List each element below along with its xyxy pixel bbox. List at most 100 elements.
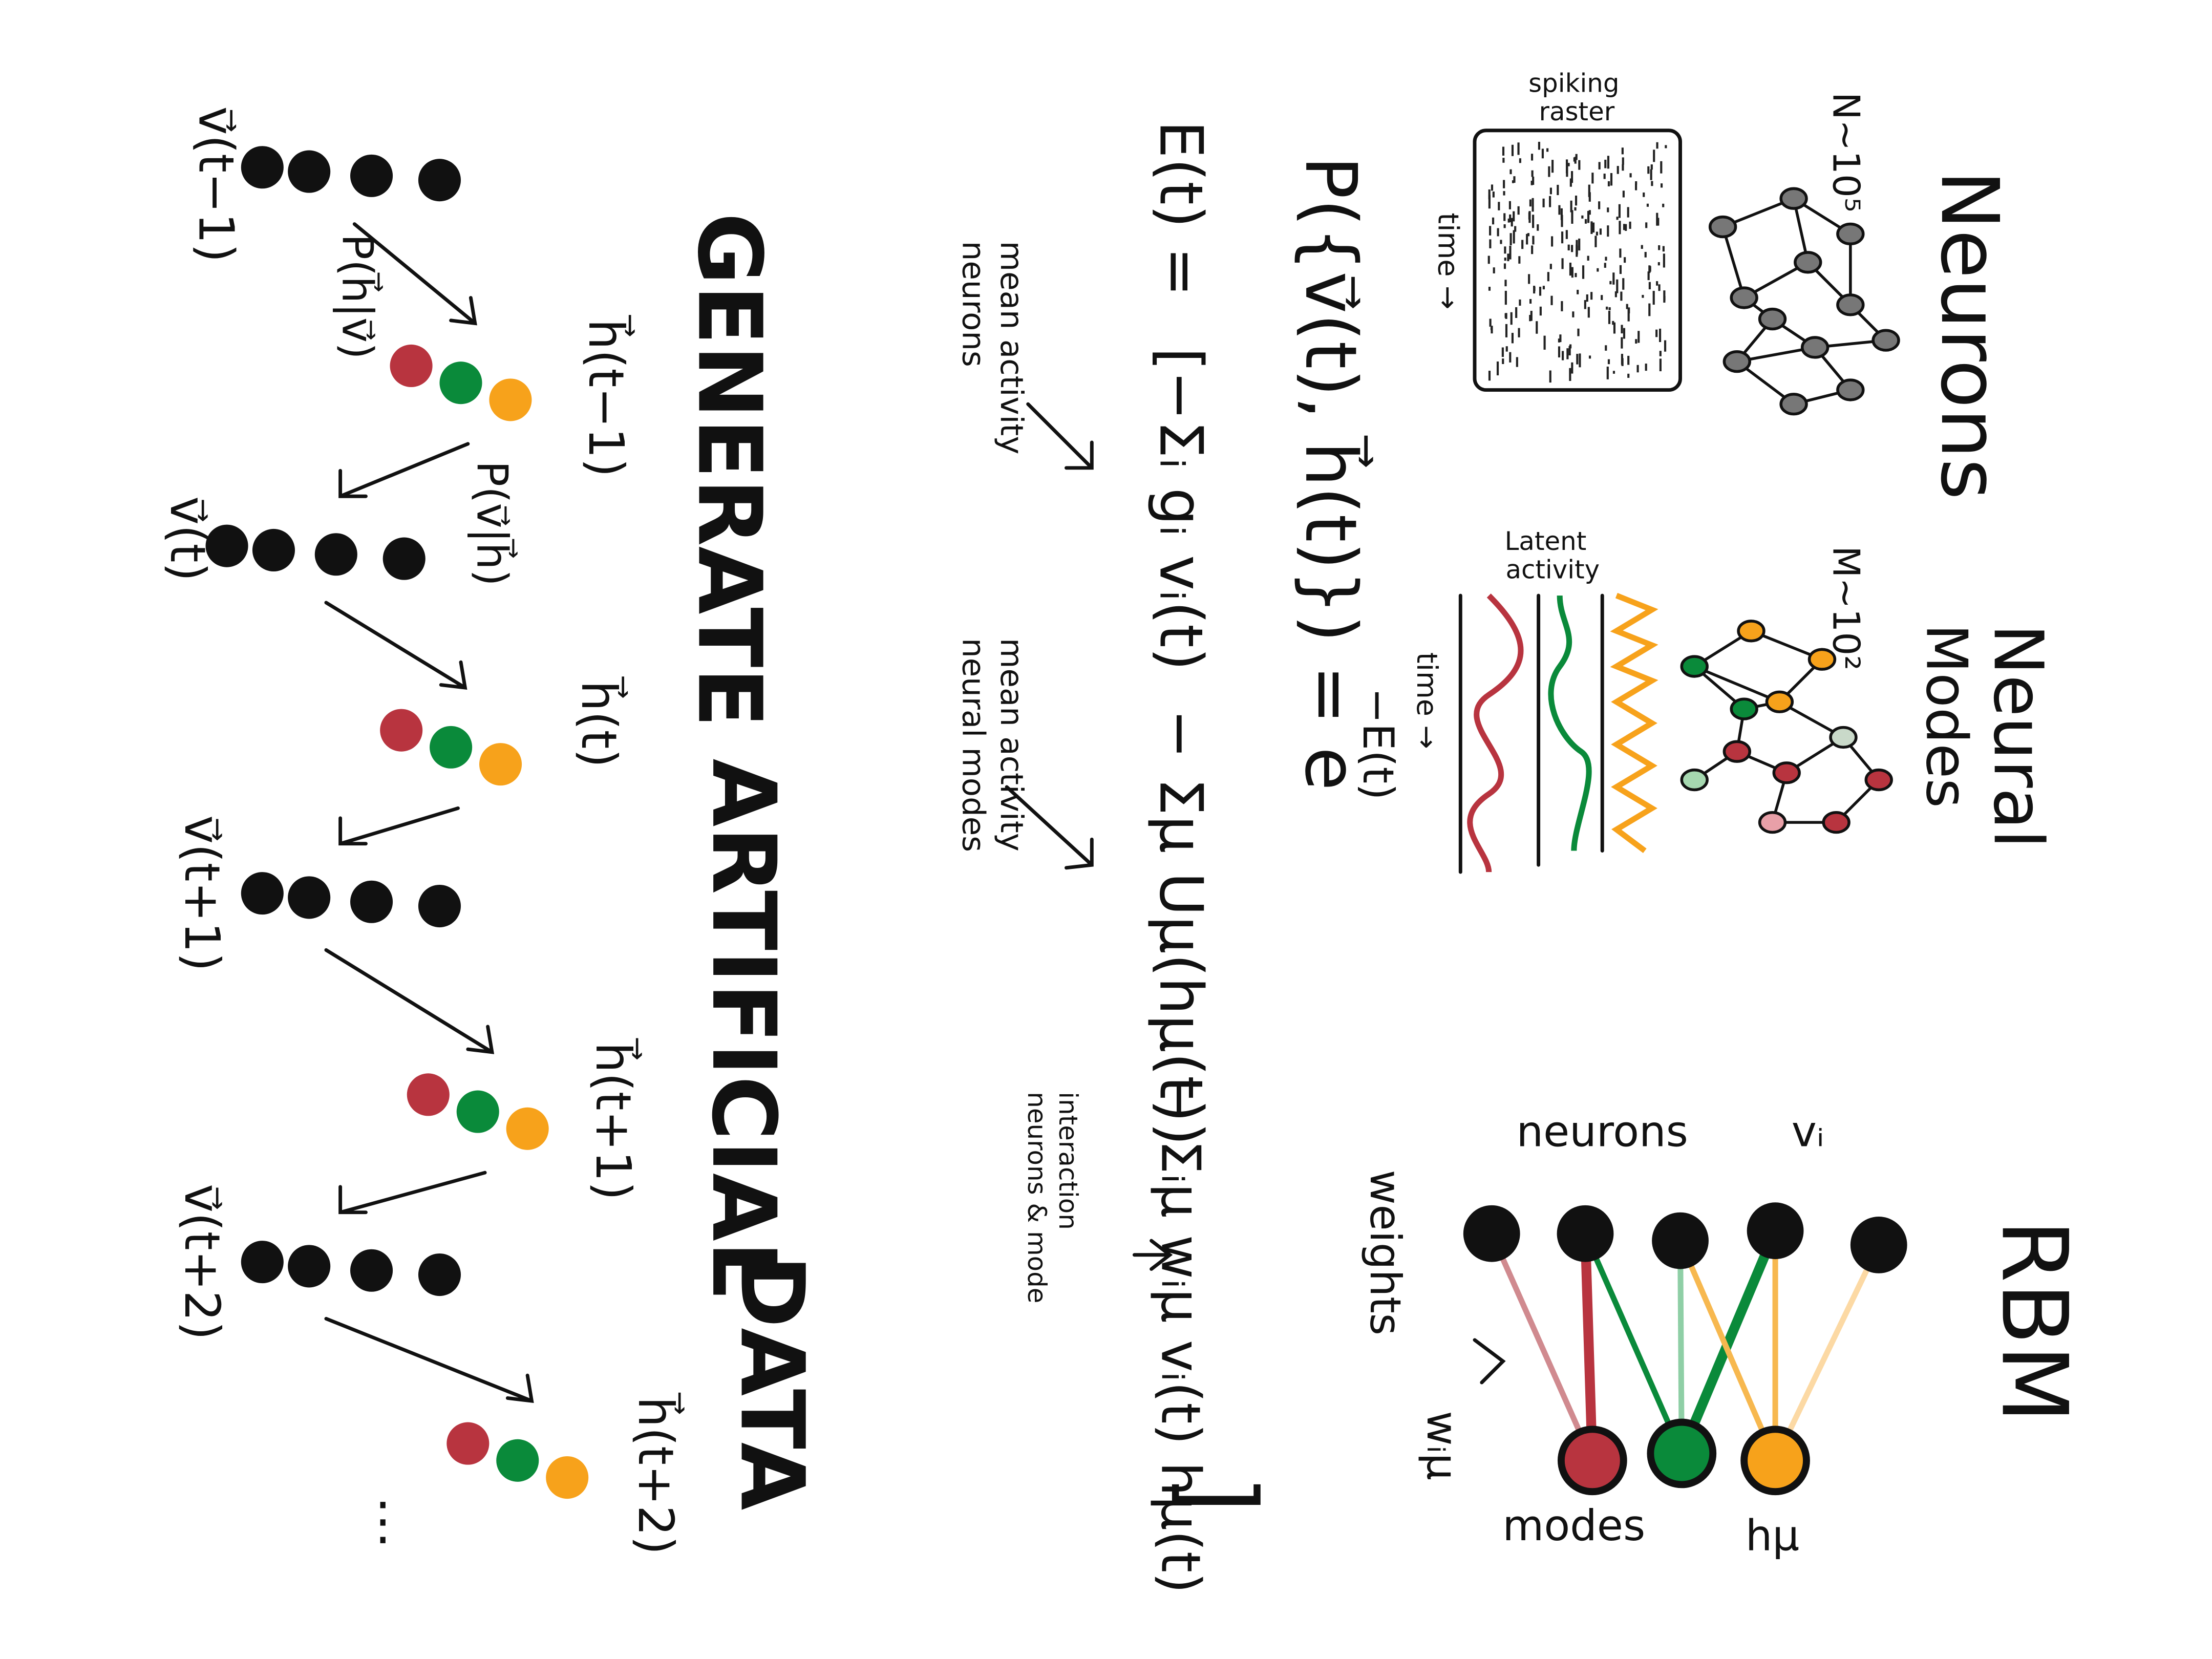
- arrow: [338, 1171, 487, 1215]
- rbm-title: RBM: [1982, 1220, 2088, 1423]
- transition-label: P(h⃗|v⃗): [332, 234, 383, 359]
- node: [1779, 393, 1808, 416]
- h-label: h⃗(t): [570, 676, 628, 768]
- node: [1722, 350, 1751, 373]
- visible-dot: [418, 159, 461, 202]
- node: [1779, 187, 1808, 210]
- annotation: neurons: [955, 241, 991, 367]
- visible-dot: [350, 154, 393, 197]
- modes-count: M~10²: [1824, 546, 1867, 670]
- node: [1708, 215, 1737, 239]
- visible-dot: [252, 528, 295, 571]
- hidden-dot: [380, 709, 423, 752]
- arrow: [1026, 402, 1094, 470]
- arrow: [324, 601, 467, 690]
- raster-label: spiking: [1528, 69, 1619, 98]
- visible-dot: [314, 533, 357, 576]
- time-label: time →: [1431, 212, 1464, 309]
- ellipsis: ⋮: [357, 1491, 409, 1550]
- visible-dot: [241, 146, 284, 189]
- time-label: time →: [1410, 652, 1443, 749]
- v-label: v⃗(t): [159, 496, 215, 581]
- weight: [1580, 1233, 1598, 1461]
- rbm-graph: [1463, 1202, 1907, 1496]
- h-label: h⃗(t+1): [585, 1038, 642, 1200]
- visible-dot: [418, 1253, 461, 1296]
- weight: [1582, 1232, 1685, 1455]
- hidden-dot: [390, 344, 433, 387]
- neurons-symbol: vᵢ: [1792, 1107, 1824, 1156]
- weight: [1677, 1241, 1685, 1454]
- generation-sequence: v⃗(t−1) h⃗(t−1) v⃗(t) h⃗(t) v⃗(t+1) h⃗(t+1) v⃗…: [159, 107, 685, 1555]
- visible-dot: [382, 537, 426, 580]
- arrow: [338, 806, 460, 846]
- annotation: mean activity: [993, 241, 1030, 455]
- hidden-dot: [439, 361, 482, 405]
- weight: [1773, 1243, 1882, 1462]
- node: [1836, 378, 1865, 401]
- visible-dot: [350, 880, 393, 923]
- visible-unit: [1747, 1202, 1804, 1260]
- arrow: [1005, 785, 1094, 870]
- neurons-label: neurons: [1516, 1107, 1688, 1156]
- modes-symbol: hμ: [1746, 1511, 1799, 1561]
- node: [1737, 620, 1766, 643]
- hidden-unit: [1740, 1426, 1810, 1496]
- energy-lhs: E(t) =: [1146, 120, 1216, 296]
- node: [1800, 336, 1830, 359]
- latent-trace: [1610, 592, 1658, 853]
- node: [1794, 251, 1822, 274]
- h-label: h⃗(t−1): [578, 314, 635, 477]
- hidden-dot: [430, 726, 473, 769]
- h-label: h⃗(t+2): [627, 1392, 685, 1555]
- visible-dot: [288, 1245, 331, 1288]
- v-label: v⃗(t−1): [187, 107, 243, 263]
- generate-title: GENERATE: [678, 212, 780, 727]
- node: [1730, 286, 1758, 309]
- node: [1836, 293, 1865, 316]
- node: [1836, 222, 1865, 246]
- node: [1680, 655, 1709, 678]
- energy-term: − Σμ Uμ(hμ(t)): [1146, 709, 1216, 1146]
- transition-label: P(v⃗|h⃗): [467, 461, 518, 586]
- neurons-title: Neurons: [1923, 170, 2016, 500]
- hidden-unit: [1558, 1426, 1627, 1496]
- latent-trace: [1467, 593, 1524, 873]
- generate-title: DATA: [721, 1255, 823, 1511]
- arrow: [338, 442, 470, 498]
- raster-label: raster: [1539, 97, 1615, 126]
- arrow: [1473, 1338, 1506, 1385]
- visible-unit: [1850, 1217, 1907, 1273]
- node: [1871, 329, 1900, 352]
- latent-label: Latent: [1505, 526, 1587, 556]
- raster-ticks: [1487, 141, 1667, 383]
- node: [1822, 811, 1851, 834]
- node: [1758, 811, 1787, 834]
- weight: [1489, 1232, 1595, 1462]
- edge: [1721, 226, 1746, 299]
- weights-label: weights: [1360, 1170, 1410, 1335]
- visible-dot: [418, 885, 461, 928]
- latent-trace: [1548, 595, 1592, 851]
- visible-dot: [205, 524, 248, 567]
- annotation: neurons & mode: [1022, 1092, 1052, 1303]
- arrow: [324, 1316, 534, 1403]
- probability-exponent: −E(t): [1353, 688, 1403, 800]
- node: [1722, 740, 1751, 763]
- visible-dot: [241, 872, 284, 915]
- modes-label: modes: [1502, 1501, 1645, 1550]
- node: [1772, 761, 1801, 784]
- visible-dot: [241, 1241, 284, 1284]
- arrow: [352, 222, 477, 326]
- hidden-dot: [456, 1090, 499, 1133]
- v-label: v⃗(t+1): [174, 815, 229, 971]
- hidden-unit: [1647, 1418, 1717, 1488]
- node: [1807, 648, 1837, 671]
- node: [1765, 690, 1794, 713]
- node: [1758, 307, 1787, 331]
- raster-box: [1473, 129, 1682, 392]
- hidden-dot: [546, 1456, 589, 1499]
- energy-term: ]: [1161, 1475, 1277, 1514]
- visible-dot: [288, 876, 331, 919]
